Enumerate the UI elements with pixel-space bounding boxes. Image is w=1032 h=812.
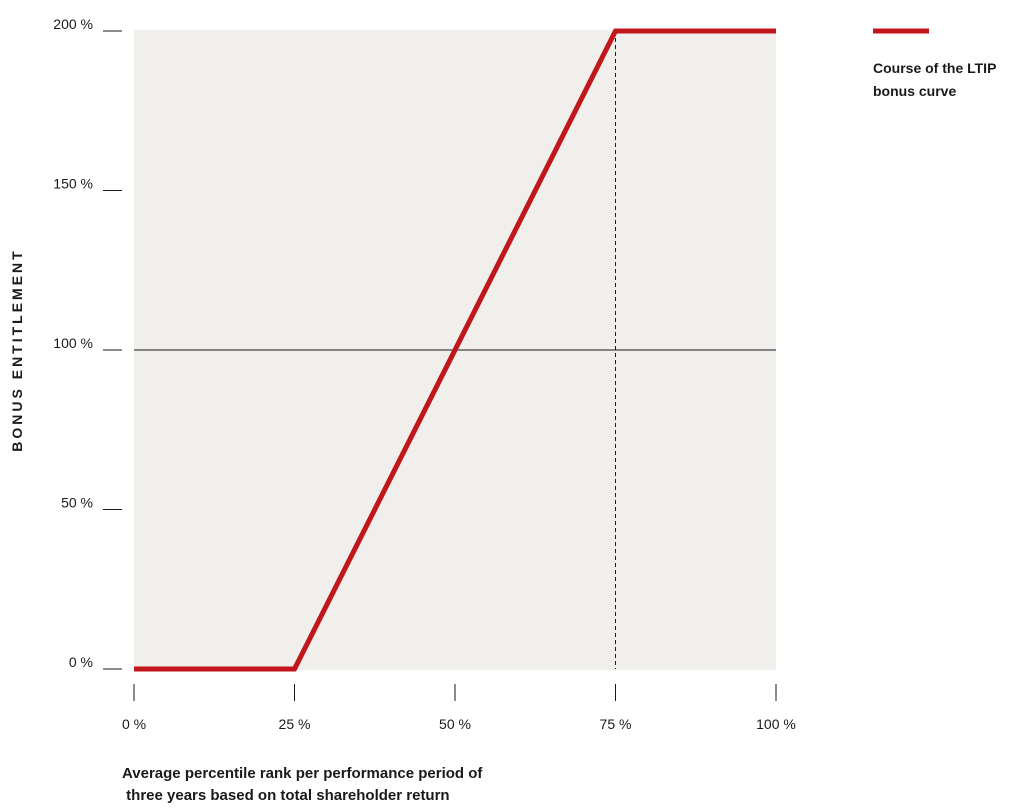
legend-label-line-1: Course of the LTIP (873, 60, 996, 76)
x-tick-label: 100 % (756, 716, 796, 732)
y-tick-label: 150 % (53, 176, 93, 192)
legend-label-line-2: bonus curve (873, 83, 956, 99)
x-tick-label: 50 % (439, 716, 471, 732)
x-tick-label: 25 % (279, 716, 311, 732)
x-axis-title-line-1: Average percentile rank per performance … (122, 765, 483, 782)
y-tick-label: 50 % (61, 495, 93, 511)
y-tick-label: 0 % (69, 654, 93, 670)
x-axis-title-line-2: three years based on total shareholder r… (122, 787, 450, 804)
legend: Course of the LTIP bonus curve (873, 28, 996, 99)
x-tick-label: 75 % (600, 716, 632, 732)
bonus-curve-line (134, 28, 776, 672)
y-axis-title: BONUS ENTITLEMENT (9, 248, 25, 451)
y-tick-label: 100 % (53, 335, 93, 351)
y-tick-label: 200 % (53, 16, 93, 32)
x-tick-label: 0 % (122, 716, 146, 732)
